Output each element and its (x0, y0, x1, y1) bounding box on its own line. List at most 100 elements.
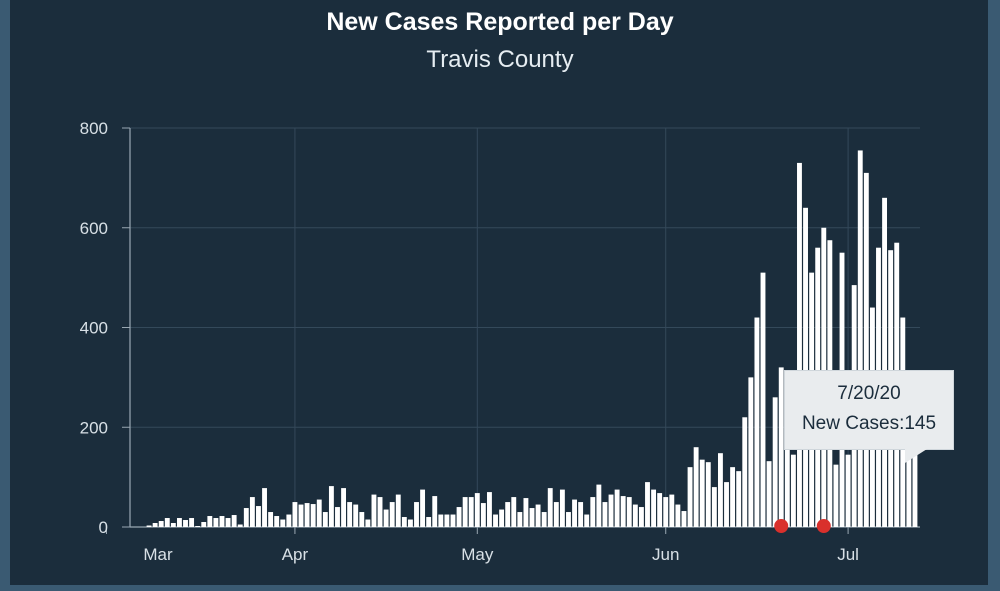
bar-day-54[interactable] (474, 493, 480, 527)
bar-day-0[interactable] (146, 525, 152, 527)
bar-day-15[interactable] (237, 524, 243, 527)
bar-day-103[interactable] (772, 397, 778, 527)
bar-day-91[interactable] (699, 459, 705, 527)
bar-day-47[interactable] (432, 496, 438, 527)
bar-day-17[interactable] (249, 497, 255, 527)
bar-day-33[interactable] (347, 502, 353, 527)
bar-day-121[interactable] (882, 197, 888, 527)
bar-day-25[interactable] (298, 504, 304, 527)
bar-day-105[interactable] (784, 437, 790, 527)
bar-day-50[interactable] (450, 514, 456, 527)
bar-day-75[interactable] (602, 502, 608, 527)
bar-day-101[interactable] (760, 272, 766, 527)
bar-day-108[interactable] (803, 207, 808, 528)
bar-day-81[interactable] (638, 507, 644, 527)
bar-day-56[interactable] (487, 492, 492, 527)
bar-day-61[interactable] (517, 512, 523, 527)
bar-day-9[interactable] (201, 522, 207, 527)
bar-day-44[interactable] (414, 502, 419, 527)
bar-day-115[interactable] (845, 454, 851, 527)
bar-day-107[interactable] (797, 162, 802, 527)
bar-day-72[interactable] (584, 514, 590, 527)
bar-day-4[interactable] (170, 523, 176, 527)
bar-day-89[interactable] (687, 467, 693, 527)
bars[interactable] (146, 150, 918, 528)
bar-day-71[interactable] (578, 502, 584, 527)
bar-day-52[interactable] (462, 497, 468, 527)
bar-day-57[interactable] (493, 514, 498, 527)
bar-day-87[interactable] (675, 504, 681, 527)
bar-day-29[interactable] (322, 512, 328, 527)
bar-day-10[interactable] (207, 516, 213, 527)
bar-day-11[interactable] (213, 518, 219, 527)
bar-day-106[interactable] (790, 454, 796, 527)
bar-day-31[interactable] (335, 507, 340, 527)
bar-day-94[interactable] (718, 453, 723, 527)
bar-day-13[interactable] (225, 518, 231, 527)
bar-day-55[interactable] (480, 503, 486, 527)
bar-day-85[interactable] (663, 497, 669, 527)
bar-day-6[interactable] (183, 520, 188, 527)
bar-day-67[interactable] (553, 502, 559, 527)
bar-day-64[interactable] (535, 504, 541, 527)
bar-day-39[interactable] (383, 509, 389, 527)
bar-day-65[interactable] (541, 512, 547, 527)
bar-day-34[interactable] (353, 504, 359, 527)
bar-day-69[interactable] (566, 512, 571, 527)
bar-day-16[interactable] (243, 508, 249, 527)
bar-day-93[interactable] (711, 487, 717, 527)
bar-day-46[interactable] (426, 517, 432, 527)
bar-day-83[interactable] (651, 489, 657, 527)
bar-day-70[interactable] (572, 499, 577, 527)
bar-day-38[interactable] (377, 497, 383, 527)
bar-day-27[interactable] (310, 504, 316, 527)
bar-day-23[interactable] (286, 514, 292, 527)
bar-day-37[interactable] (371, 494, 377, 527)
bar-day-95[interactable] (724, 482, 729, 527)
bar-day-43[interactable] (407, 519, 413, 527)
bar-day-96[interactable] (730, 467, 736, 527)
bar-day-48[interactable] (438, 514, 444, 527)
bar-day-53[interactable] (468, 497, 474, 527)
bar-day-59[interactable] (505, 502, 511, 527)
bar-day-22[interactable] (280, 519, 286, 527)
bar-day-74[interactable] (596, 484, 602, 527)
bar-day-102[interactable] (766, 461, 772, 527)
bar-day-30[interactable] (328, 486, 334, 527)
bar-day-73[interactable] (590, 497, 596, 527)
bar-day-104[interactable] (778, 367, 784, 527)
bar-day-8[interactable] (195, 526, 201, 527)
bar-day-35[interactable] (359, 512, 365, 527)
bar-day-42[interactable] (401, 517, 407, 527)
bar-day-92[interactable] (705, 462, 711, 527)
bar-day-77[interactable] (614, 489, 620, 527)
bar-day-98[interactable] (742, 417, 748, 527)
bar-day-113[interactable] (833, 464, 839, 527)
bar-day-88[interactable] (681, 511, 687, 527)
bar-day-49[interactable] (444, 514, 450, 527)
bar-day-1[interactable] (152, 523, 158, 527)
bar-day-7[interactable] (189, 518, 195, 527)
bar-day-66[interactable] (547, 488, 553, 527)
bar-day-117[interactable] (857, 150, 863, 527)
bar-day-97[interactable] (736, 471, 742, 527)
bar-day-21[interactable] (274, 516, 280, 527)
bar-day-82[interactable] (645, 482, 650, 527)
bar-day-78[interactable] (620, 496, 626, 527)
bar-day-40[interactable] (389, 502, 395, 527)
bar-day-126[interactable] (912, 454, 918, 527)
bar-day-100[interactable] (754, 317, 760, 527)
bar-day-125[interactable] (906, 407, 912, 527)
bar-day-90[interactable] (693, 447, 699, 527)
bar-day-3[interactable] (164, 518, 170, 527)
bar-day-99[interactable] (748, 377, 754, 527)
bar-day-118[interactable] (863, 172, 869, 527)
bar-day-58[interactable] (499, 509, 505, 527)
bar-day-41[interactable] (395, 494, 401, 527)
bar-day-26[interactable] (304, 503, 310, 527)
bar-day-60[interactable] (511, 497, 517, 527)
bar-day-2[interactable] (158, 521, 164, 527)
bar-day-19[interactable] (262, 488, 267, 527)
bar-day-80[interactable] (632, 504, 638, 527)
